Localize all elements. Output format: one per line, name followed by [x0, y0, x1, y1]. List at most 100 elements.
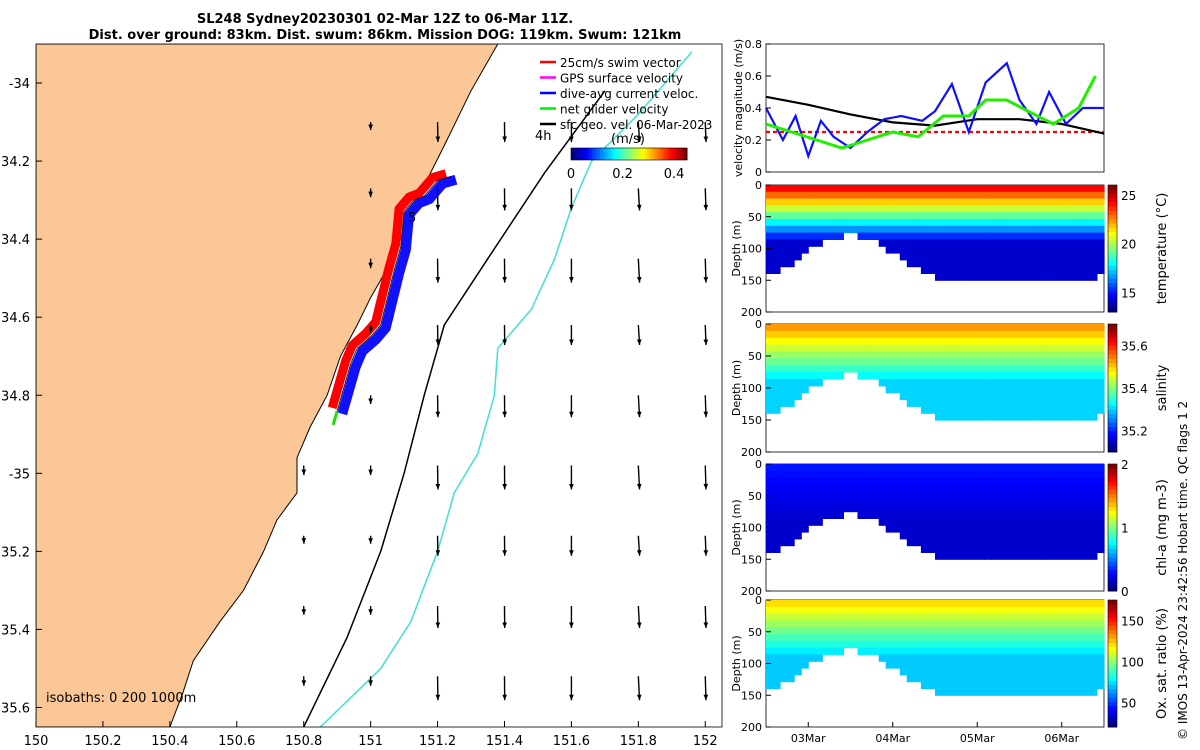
section-colorbar-cell: [1108, 295, 1117, 300]
section-cell: [864, 225, 873, 234]
section-colorbar-cell: [1108, 578, 1117, 583]
section-cell: [1089, 330, 1098, 339]
section-cell: [1054, 640, 1063, 649]
section-cell: [1082, 330, 1091, 339]
section-cell: [913, 634, 922, 642]
section-cell: [815, 627, 823, 635]
section-cell: [843, 504, 852, 513]
section-cell: [1061, 259, 1070, 268]
section-cell: [991, 225, 999, 234]
section-cell: [1033, 351, 1042, 359]
section-cell: [956, 344, 964, 353]
section-cell: [766, 205, 774, 213]
section-cell: [773, 259, 781, 268]
section-cell: [942, 681, 950, 689]
section-cell: [829, 491, 837, 499]
section-cell: [949, 464, 957, 472]
section-cell: [1019, 647, 1028, 655]
section-cell: [1061, 518, 1070, 526]
section-cell: [773, 661, 781, 669]
section-cell: [906, 378, 915, 387]
section-colorbar-cell: [1108, 697, 1117, 703]
section-cell: [920, 613, 929, 621]
section-cell: [928, 239, 936, 247]
section-cell: [942, 225, 950, 234]
section-cell: [998, 668, 1006, 676]
section-cell: [1054, 324, 1063, 332]
section-cell: [970, 484, 978, 492]
section-cell: [970, 613, 978, 621]
section-colorbar-cell: [1108, 472, 1117, 478]
section-cell: [1075, 259, 1084, 268]
section-cell: [1097, 498, 1105, 506]
section-cell: [899, 613, 908, 621]
section-cell: [1089, 185, 1098, 193]
section-cell: [956, 464, 964, 472]
section-cell: [956, 688, 964, 696]
section-cell: [1082, 185, 1091, 193]
section-cell: [970, 668, 978, 676]
section-cell: [942, 477, 950, 485]
section-cell: [1082, 191, 1091, 200]
section-cell: [942, 470, 950, 479]
section-cell: [1019, 246, 1028, 254]
section-cell: [808, 351, 816, 359]
section-cell: [920, 647, 929, 655]
section-cell: [1033, 552, 1042, 560]
section-cell: [1075, 525, 1084, 533]
section-cell: [892, 484, 901, 492]
section-cell: [1033, 205, 1042, 213]
section-cell: [850, 504, 859, 513]
section-cell: [1075, 552, 1084, 560]
section-cell: [815, 372, 823, 380]
section-cell: [1061, 351, 1070, 359]
section-cell: [1026, 470, 1035, 479]
section-cell: [808, 477, 816, 485]
section-cell: [984, 688, 992, 696]
section-cell: [878, 330, 887, 339]
section-cell: [885, 344, 894, 353]
section-cell: [857, 491, 866, 499]
section-cell: [977, 225, 985, 234]
section-cell: [977, 392, 985, 401]
section-cell: [1082, 504, 1091, 513]
section-cell: [899, 385, 908, 394]
section-cell: [1068, 552, 1077, 560]
map-colorbar-cell: [573, 148, 578, 160]
section-cell: [949, 654, 957, 662]
section-cell: [956, 205, 964, 213]
section-cell: [977, 365, 985, 373]
section-cell: [984, 372, 992, 380]
section-cell: [899, 185, 908, 193]
section-cell: [906, 525, 915, 533]
section-cell: [913, 239, 922, 247]
section-cell: [794, 600, 802, 608]
section-cell: [942, 525, 950, 533]
section-cell: [928, 532, 936, 540]
section-cell: [949, 661, 957, 669]
section-cell: [808, 484, 816, 492]
section-cell: [843, 634, 852, 642]
section-cell: [1005, 661, 1013, 669]
section-cell: [935, 232, 943, 240]
section-cell: [920, 351, 929, 359]
section-cell: [1005, 484, 1013, 492]
section-cell: [780, 232, 788, 240]
section-colorbar-tick: 2: [1121, 458, 1129, 472]
section-colorbar-cell: [1108, 248, 1117, 254]
section-cell: [991, 498, 999, 506]
section-cell: [878, 647, 887, 655]
section-cell: [815, 378, 823, 387]
section-cell: [1040, 344, 1049, 353]
section-cell: [836, 477, 844, 485]
section-cell: [871, 212, 880, 220]
section-cell: [773, 246, 781, 254]
section-cell: [857, 613, 866, 621]
section-cell: [850, 365, 859, 373]
section-cell: [1061, 253, 1070, 261]
section-cell: [1068, 344, 1077, 353]
section-cell: [991, 266, 999, 274]
section-cell: [1033, 246, 1042, 254]
section-cell: [949, 253, 957, 261]
section-cell: [1061, 647, 1070, 655]
